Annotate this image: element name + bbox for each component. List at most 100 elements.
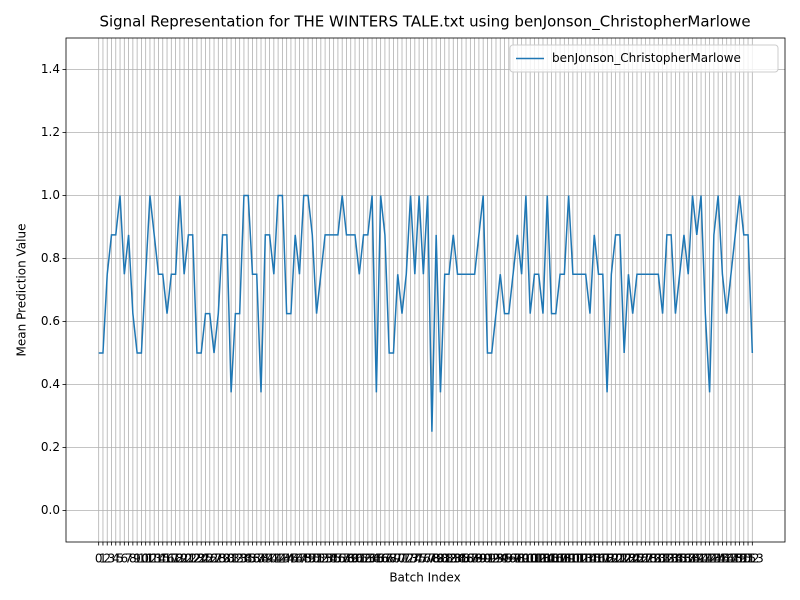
x-tick-label: 143 xyxy=(698,552,721,566)
x-tick-label: 0 xyxy=(95,552,103,566)
y-tick-label: 0.8 xyxy=(41,251,60,265)
x-tick-label: 43 xyxy=(275,552,290,566)
x-tick-label: 37 xyxy=(249,552,264,566)
x-tick-label: 125 xyxy=(621,552,644,566)
y-tick-label: 0.0 xyxy=(41,503,60,517)
x-tick-label: 40 xyxy=(262,552,277,566)
x-tick-label: 120 xyxy=(600,552,623,566)
x-tick-label: 91 xyxy=(480,552,495,566)
x-tick-label: 5 xyxy=(116,552,124,566)
x-tick-label: 94 xyxy=(493,552,508,566)
x-tick-label: 126 xyxy=(626,552,649,566)
x-tick-label: 134 xyxy=(660,552,683,566)
x-tick-label: 24 xyxy=(194,552,209,566)
x-tick-label: 41 xyxy=(266,552,281,566)
x-tick-label: 64 xyxy=(364,552,379,566)
x-tick-label: 140 xyxy=(685,552,708,566)
x-tick-label: 110 xyxy=(557,552,580,566)
x-tick-label: 146 xyxy=(711,552,734,566)
x-tick-label: 44 xyxy=(279,552,294,566)
x-tick-label: 117 xyxy=(587,552,610,566)
x-tick-label: 115 xyxy=(579,552,602,566)
x-tick-label: 131 xyxy=(647,552,670,566)
x-tick-label: 6 xyxy=(120,552,128,566)
x-tick-label: 63 xyxy=(360,552,375,566)
x-tick-label: 152 xyxy=(737,552,760,566)
x-tick-label: 107 xyxy=(544,552,567,566)
x-tick-label: 124 xyxy=(617,552,640,566)
x-tick-label: 35 xyxy=(241,552,256,566)
x-tick-label: 123 xyxy=(613,552,636,566)
x-tick-label: 47 xyxy=(292,552,307,566)
x-tick-label: 114 xyxy=(574,552,597,566)
grid xyxy=(66,38,785,542)
x-tick-label: 45 xyxy=(283,552,298,566)
x-tick-label: 127 xyxy=(630,552,653,566)
x-tick-label: 58 xyxy=(339,552,354,566)
x-tick-label: 99 xyxy=(514,552,529,566)
x-tick-label: 23 xyxy=(189,552,204,566)
x-tick-label: 122 xyxy=(608,552,631,566)
x-tick-label: 48 xyxy=(296,552,311,566)
x-tick-label: 11 xyxy=(138,552,153,566)
x-tick-label: 39 xyxy=(258,552,273,566)
x-tick-label: 33 xyxy=(232,552,247,566)
x-tick-label: 118 xyxy=(591,552,614,566)
x-tick-label: 27 xyxy=(206,552,221,566)
x-tick-label: 60 xyxy=(347,552,362,566)
x-tick-label: 82 xyxy=(441,552,456,566)
y-tick-label: 0.2 xyxy=(41,440,60,454)
x-tick-label: 109 xyxy=(553,552,576,566)
x-tick-label: 121 xyxy=(604,552,627,566)
x-tick-label: 136 xyxy=(668,552,691,566)
x-tick-label: 15 xyxy=(155,552,170,566)
x-tick-label: 14 xyxy=(151,552,166,566)
x-tick-label: 151 xyxy=(732,552,755,566)
x-tick-label: 138 xyxy=(677,552,700,566)
x-tick-label: 13 xyxy=(147,552,162,566)
x-tick-label: 148 xyxy=(720,552,743,566)
x-tick-label: 4 xyxy=(112,552,120,566)
x-tick-label: 79 xyxy=(429,552,444,566)
x-tick-label: 147 xyxy=(715,552,738,566)
plot xyxy=(98,194,754,432)
x-tick-label: 65 xyxy=(369,552,384,566)
x-tick-label: 16 xyxy=(159,552,174,566)
x-tick-label: 75 xyxy=(411,552,426,566)
x-tick-label: 69 xyxy=(386,552,401,566)
x-tick-label: 104 xyxy=(532,552,555,566)
x-tick-label: 54 xyxy=(322,552,337,566)
x-tick-label: 50 xyxy=(305,552,320,566)
x-tick-label: 135 xyxy=(664,552,687,566)
y-tick-label: 1.0 xyxy=(41,188,60,202)
y-tick-label: 1.4 xyxy=(41,62,60,76)
x-tick-label: 89 xyxy=(471,552,486,566)
x-tick-label: 19 xyxy=(172,552,187,566)
x-tick-label: 77 xyxy=(420,552,435,566)
x-tick-label: 18 xyxy=(168,552,183,566)
legend-label: benJonson_ChristopherMarlowe xyxy=(552,51,741,65)
x-tick-label: 32 xyxy=(228,552,243,566)
x-tick-label: 85 xyxy=(454,552,469,566)
x-tick-label: 10 xyxy=(134,552,149,566)
x-tick-label: 106 xyxy=(540,552,563,566)
x-tick-label: 112 xyxy=(566,552,589,566)
x-tick-label: 88 xyxy=(467,552,482,566)
x-tick-label: 52 xyxy=(313,552,328,566)
x-tick-label: 55 xyxy=(326,552,341,566)
x-tick-label: 90 xyxy=(476,552,491,566)
x-tick-label: 86 xyxy=(458,552,473,566)
x-tick-label: 53 xyxy=(317,552,332,566)
x-tick-label: 9 xyxy=(133,552,141,566)
x-tick-label: 2 xyxy=(103,552,111,566)
y-tick-label: 0.4 xyxy=(41,377,60,391)
x-tick-label: 108 xyxy=(549,552,572,566)
x-tick-label: 78 xyxy=(424,552,439,566)
x-tick-label: 102 xyxy=(523,552,546,566)
y-tick-label: 1.2 xyxy=(41,125,60,139)
x-tick-label: 149 xyxy=(724,552,747,566)
x-tick-label: 70 xyxy=(390,552,405,566)
x-tick-label: 56 xyxy=(330,552,345,566)
x-tick-label: 29 xyxy=(215,552,230,566)
